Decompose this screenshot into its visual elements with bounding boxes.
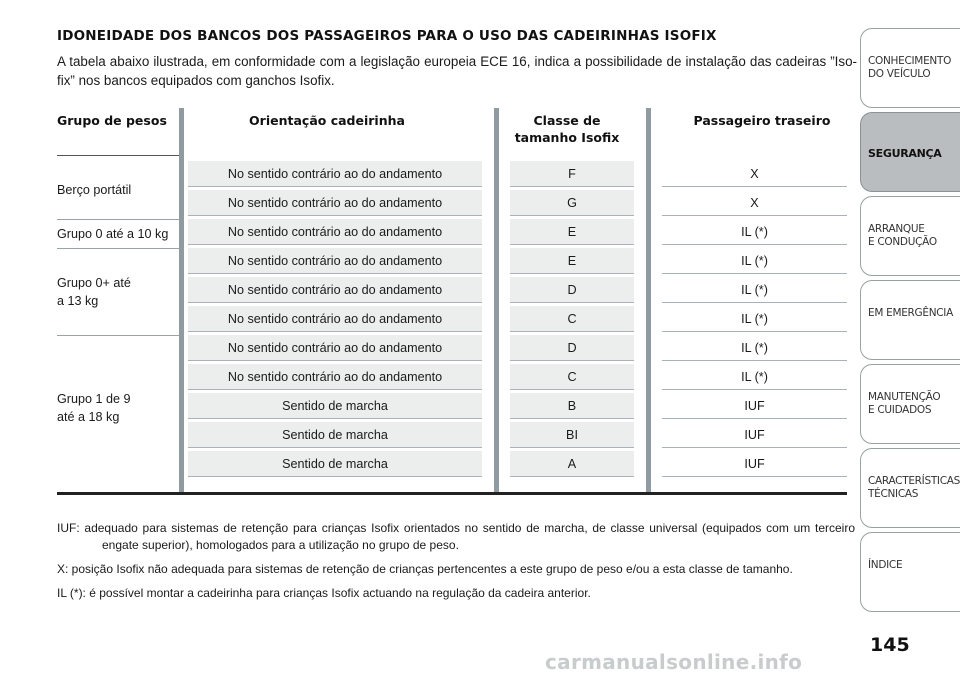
column-divider <box>646 108 651 493</box>
header-weight-group: Grupo de pesos <box>57 113 167 128</box>
weight-group-label: Berço portátil <box>57 183 132 197</box>
column-divider <box>494 108 499 493</box>
orientation-column: No sentido contrário ao do andamento No … <box>188 161 482 480</box>
header-size-class: Classe de tamanho Isofix <box>514 113 620 145</box>
tab-label: CONHECIMENTO <box>868 55 952 67</box>
tab-label: E CONDUÇÃO <box>868 236 937 248</box>
rear-passenger-cell: IUF <box>662 451 847 477</box>
note-iuf: IUF: adequado para sistemas de retenção … <box>57 521 855 552</box>
tab-label: SEGURANÇA <box>868 147 942 160</box>
rear-passenger-cell: IUF <box>662 393 847 419</box>
tab-label: CARACTERÍSTICAS <box>868 475 960 487</box>
rear-passenger-cell: IUF <box>662 422 847 448</box>
size-class-cell: G <box>510 190 634 216</box>
orientation-cell: No sentido contrário ao do andamento <box>188 248 482 274</box>
note-x: X: posição Isofix não adequada para sist… <box>57 562 793 576</box>
rear-passenger-cell: X <box>662 190 847 216</box>
orientation-cell: No sentido contrário ao do andamento <box>188 335 482 361</box>
table-notes: IUF: adequado para sistemas de retenção … <box>57 520 855 609</box>
tab-label: ARRANQUE <box>868 223 925 235</box>
rear-passenger-cell: IL (*) <box>662 219 847 245</box>
size-class-cell: C <box>510 364 634 390</box>
group-divider <box>57 219 179 220</box>
orientation-cell: No sentido contrário ao do andamento <box>188 364 482 390</box>
size-class-cell: BI <box>510 422 634 448</box>
size-class-cell: E <box>510 219 634 245</box>
rear-passenger-cell: X <box>662 161 847 187</box>
rear-passenger-cell: IL (*) <box>662 306 847 332</box>
table-bottom-rule <box>57 492 847 495</box>
header-rear-passenger: Passageiro traseiro <box>693 113 831 128</box>
tab-manutencao-e-cuidados[interactable]: MANUTENÇÃO E CUIDADOS <box>860 364 960 444</box>
weight-group-label: Grupo 0+ até a 13 kg <box>57 275 131 308</box>
tab-label: TÉCNICAS <box>868 488 919 500</box>
isofix-table: Grupo de pesos Orientação cadeirinha Cla… <box>57 108 847 496</box>
tab-arranque-e-conducao[interactable]: ARRANQUE E CONDUÇÃO <box>860 196 960 276</box>
tab-conhecimento-do-veiculo[interactable]: CONHECIMENTO DO VEÍCULO <box>860 28 960 108</box>
size-class-column: F G E E D C D C B BI A <box>510 161 634 480</box>
tab-caracteristicas-tecnicas[interactable]: CARACTERÍSTICAS TÉCNICAS <box>860 448 960 528</box>
tab-label: MANUTENÇÃO <box>868 391 941 403</box>
orientation-cell: No sentido contrário ao do andamento <box>188 190 482 216</box>
note-il: IL (*): é possível montar a cadeirinha p… <box>57 586 591 600</box>
page-title: IDONEIDADE DOS BANCOS DOS PASSAGEIROS PA… <box>57 28 717 44</box>
size-class-cell: D <box>510 277 634 303</box>
size-class-cell: F <box>510 161 634 187</box>
rear-passenger-column: X X IL (*) IL (*) IL (*) IL (*) IL (*) I… <box>662 161 847 480</box>
group-divider <box>57 248 179 249</box>
weight-group-label: Grupo 0 até a 10 kg <box>57 226 169 241</box>
group-divider <box>57 335 179 336</box>
header-divider <box>57 155 179 156</box>
orientation-cell: Sentido de marcha <box>188 393 482 419</box>
orientation-cell: Sentido de marcha <box>188 422 482 448</box>
tab-seguranca[interactable]: SEGURANÇA <box>860 112 960 192</box>
tab-label: DO VEÍCULO <box>868 68 931 80</box>
column-divider <box>179 108 184 493</box>
section-sidebar: CONHECIMENTO DO VEÍCULO SEGURANÇA ARRANQ… <box>860 28 960 616</box>
orientation-cell: Sentido de marcha <box>188 451 482 477</box>
size-class-cell: B <box>510 393 634 419</box>
rear-passenger-cell: IL (*) <box>662 277 847 303</box>
size-class-cell: E <box>510 248 634 274</box>
tab-label: EM EMERGÊNCIA <box>868 307 953 319</box>
rear-passenger-cell: IL (*) <box>662 248 847 274</box>
tab-label: ÍNDICE <box>868 559 903 571</box>
rear-passenger-cell: IL (*) <box>662 364 847 390</box>
tab-em-emergencia[interactable]: EM EMERGÊNCIA <box>860 280 960 360</box>
header-orientation: Orientação cadeirinha <box>249 113 405 128</box>
tab-indice[interactable]: ÍNDICE <box>860 532 960 612</box>
rear-passenger-cell: IL (*) <box>662 335 847 361</box>
orientation-cell: No sentido contrário ao do andamento <box>188 277 482 303</box>
size-class-cell: D <box>510 335 634 361</box>
intro-paragraph: A tabela abaixo ilustrada, em conformida… <box>57 54 857 88</box>
orientation-cell: No sentido contrário ao do andamento <box>188 306 482 332</box>
size-class-cell: C <box>510 306 634 332</box>
page-number: 145 <box>870 634 910 656</box>
tab-label: E CUIDADOS <box>868 404 932 416</box>
orientation-cell: No sentido contrário ao do andamento <box>188 219 482 245</box>
watermark: carmanualsonline.info <box>545 650 803 674</box>
size-class-cell: A <box>510 451 634 477</box>
weight-group-label: Grupo 1 de 9 até a 18 kg <box>57 391 131 424</box>
orientation-cell: No sentido contrário ao do andamento <box>188 161 482 187</box>
